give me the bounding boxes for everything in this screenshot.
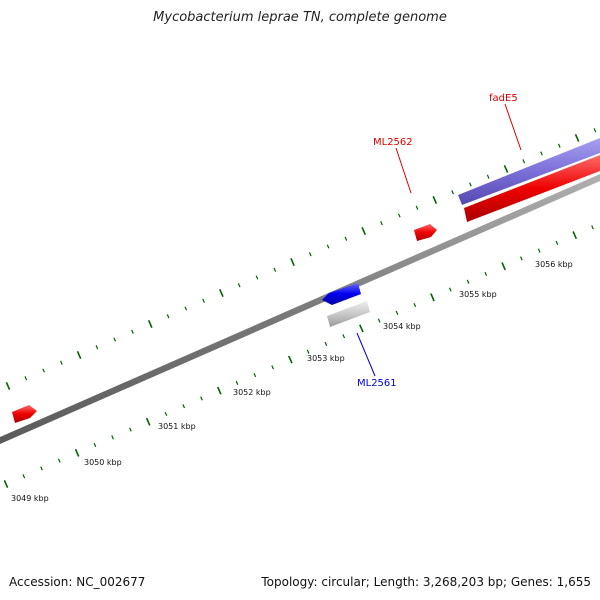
minor-tick	[380, 221, 383, 226]
minor-tick	[484, 271, 488, 277]
scale-label: 3051 kbp	[158, 422, 196, 431]
accession-text: Accession: NC_002677	[9, 575, 146, 589]
minor-tick	[522, 159, 526, 164]
major-tick	[219, 288, 224, 298]
minor-tick	[42, 368, 45, 373]
major-tick	[145, 417, 151, 426]
minor-tick	[451, 190, 454, 195]
fadE5-leader-line	[504, 103, 522, 151]
gene-label-ML2561: ML2561	[357, 378, 397, 389]
minor-tick	[397, 213, 401, 218]
major-tick	[574, 133, 580, 142]
scale-label: 3054 kbp	[383, 322, 421, 331]
minor-tick	[324, 341, 328, 347]
scale-ticks-outer	[5, 128, 597, 391]
minor-tick	[342, 334, 346, 339]
minor-tick	[593, 128, 597, 133]
major-tick	[572, 231, 578, 240]
minor-tick	[413, 303, 417, 308]
minor-tick	[415, 205, 419, 210]
minor-tick	[200, 396, 203, 401]
minor-tick	[306, 349, 310, 354]
minor-tick	[537, 248, 541, 253]
ML2561-gray-band[interactable]	[327, 301, 370, 327]
scale-ticks-inner	[3, 225, 594, 489]
minor-tick	[308, 252, 312, 257]
minor-tick	[182, 404, 186, 409]
major-tick	[76, 350, 82, 360]
ML2561-leader-line	[356, 332, 376, 377]
minor-tick	[466, 279, 470, 284]
minor-tick	[131, 329, 134, 334]
minor-tick	[555, 240, 559, 245]
genome-backbone	[0, 174, 600, 444]
cds-band-feature[interactable]	[458, 138, 600, 205]
major-tick	[359, 324, 364, 333]
major-tick	[503, 164, 509, 173]
major-tick	[3, 479, 9, 489]
minor-tick	[22, 474, 26, 479]
minor-tick	[591, 225, 594, 230]
minor-tick	[166, 314, 170, 319]
fadE5-gene-band[interactable]	[464, 155, 600, 222]
major-tick	[74, 448, 80, 457]
minor-tick	[253, 373, 257, 378]
map-title: Mycobacterium leprae TN, complete genome	[153, 10, 447, 25]
minor-tick	[129, 427, 132, 432]
minor-tick	[164, 411, 168, 417]
scale-label: 3055 kbp	[459, 290, 497, 299]
minor-tick	[469, 182, 472, 187]
minor-tick	[557, 143, 561, 148]
minor-tick	[111, 435, 114, 440]
ML2561-gene-arrow[interactable]	[322, 283, 361, 305]
major-tick	[5, 381, 11, 391]
minor-tick	[377, 318, 381, 323]
minor-tick	[271, 365, 274, 370]
ML2562-gene-arrow[interactable]	[414, 224, 437, 241]
major-tick	[147, 319, 153, 329]
minor-tick	[520, 256, 523, 261]
minor-tick	[395, 310, 399, 315]
minor-tick	[24, 376, 28, 381]
minor-tick	[344, 236, 348, 241]
minor-tick	[448, 287, 452, 292]
minor-tick	[486, 174, 490, 179]
major-tick	[432, 195, 438, 205]
minor-tick	[60, 360, 63, 365]
left-gene-arrow[interactable]	[12, 405, 37, 423]
minor-tick	[235, 380, 239, 385]
scale-label: 3049 kbp	[11, 494, 49, 503]
major-tick	[287, 355, 293, 364]
minor-tick	[40, 466, 43, 471]
scale-label: 3056 kbp	[535, 260, 573, 269]
minor-tick	[255, 275, 259, 280]
scale-label: 3050 kbp	[84, 458, 122, 467]
minor-tick	[93, 443, 97, 448]
minor-tick	[326, 244, 330, 249]
minor-tick	[113, 337, 117, 342]
minor-tick	[237, 283, 241, 288]
minor-tick	[95, 345, 99, 350]
minor-tick	[57, 458, 61, 463]
major-tick	[430, 293, 435, 302]
minor-tick	[540, 151, 543, 156]
major-tick	[361, 226, 367, 236]
gene-label-fadE5: fadE5	[489, 93, 518, 104]
major-tick	[216, 386, 222, 395]
genome-stats-text: Topology: circular; Length: 3,268,203 bp…	[261, 575, 591, 589]
scale-label: 3052 kbp	[233, 388, 271, 397]
minor-tick	[202, 298, 205, 303]
major-tick	[290, 257, 295, 267]
minor-tick	[273, 267, 277, 272]
major-tick	[501, 262, 506, 271]
ML2562-leader-line	[395, 147, 412, 194]
scale-label: 3053 kbp	[307, 354, 345, 363]
minor-tick	[184, 306, 188, 311]
gene-label-ML2562: ML2562	[373, 137, 413, 148]
